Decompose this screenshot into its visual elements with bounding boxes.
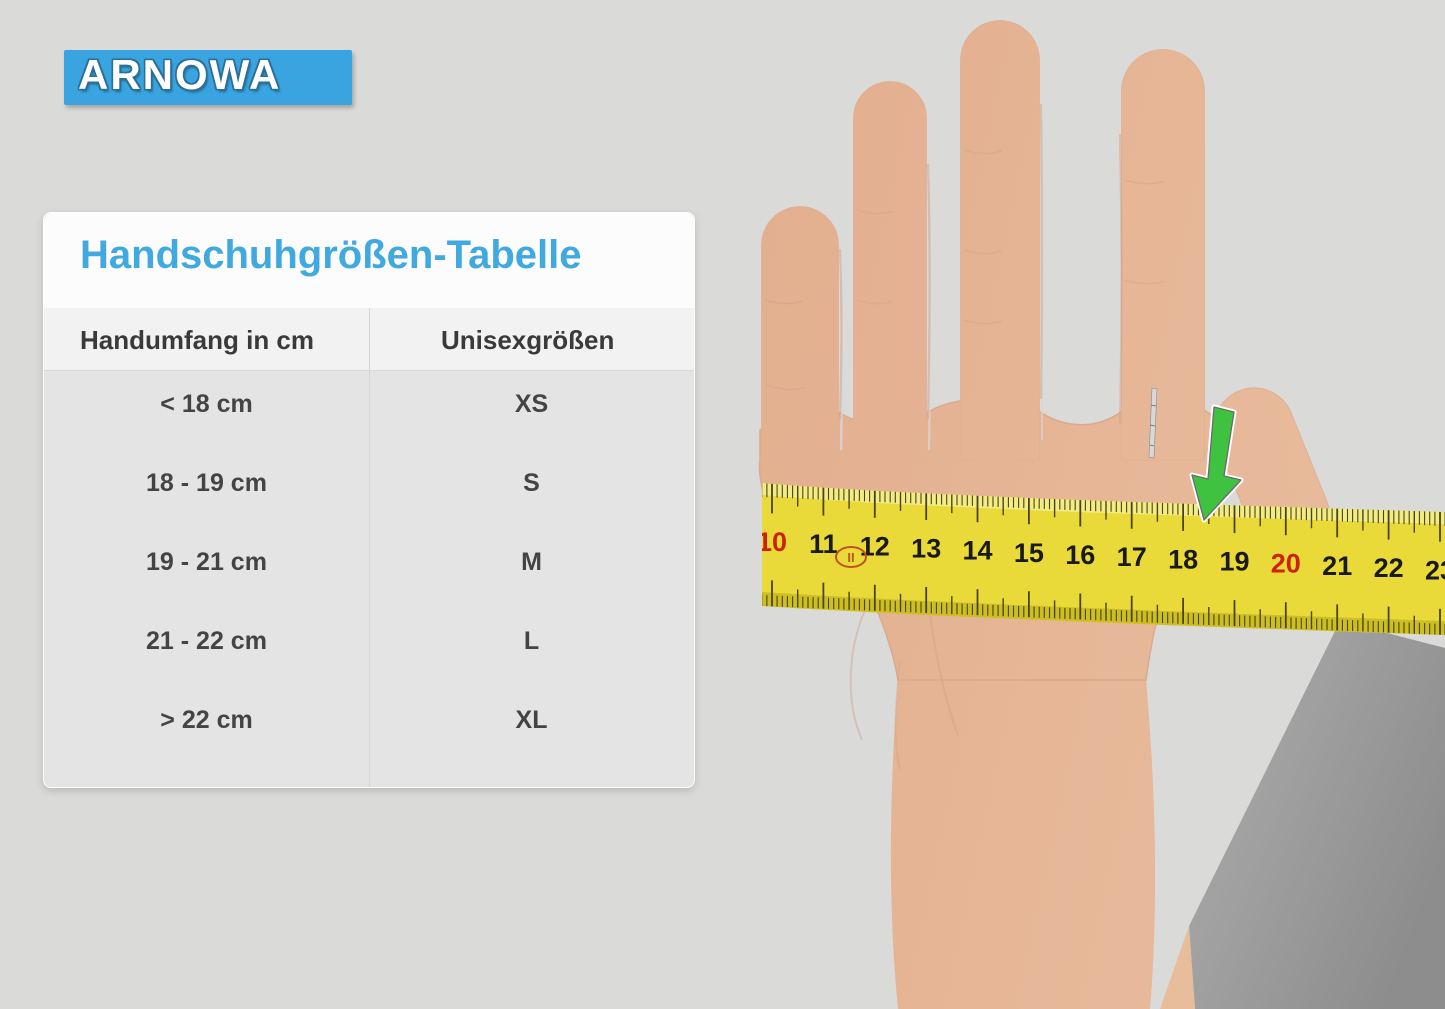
svg-text:13: 13 [911, 534, 941, 564]
svg-text:15: 15 [1014, 538, 1044, 568]
svg-text:22: 22 [1374, 553, 1404, 583]
svg-text:17: 17 [1117, 542, 1147, 572]
svg-text:14: 14 [962, 536, 992, 566]
svg-text:18: 18 [1168, 544, 1198, 574]
svg-text:19: 19 [1219, 547, 1249, 577]
svg-text:20: 20 [1271, 549, 1301, 579]
svg-text:23: 23 [1425, 555, 1445, 585]
svg-text:II: II [847, 550, 854, 565]
svg-text:16: 16 [1065, 540, 1095, 570]
svg-text:10: 10 [757, 527, 787, 557]
svg-text:12: 12 [860, 531, 890, 561]
svg-text:11: 11 [809, 529, 838, 559]
svg-text:21: 21 [1322, 551, 1352, 581]
